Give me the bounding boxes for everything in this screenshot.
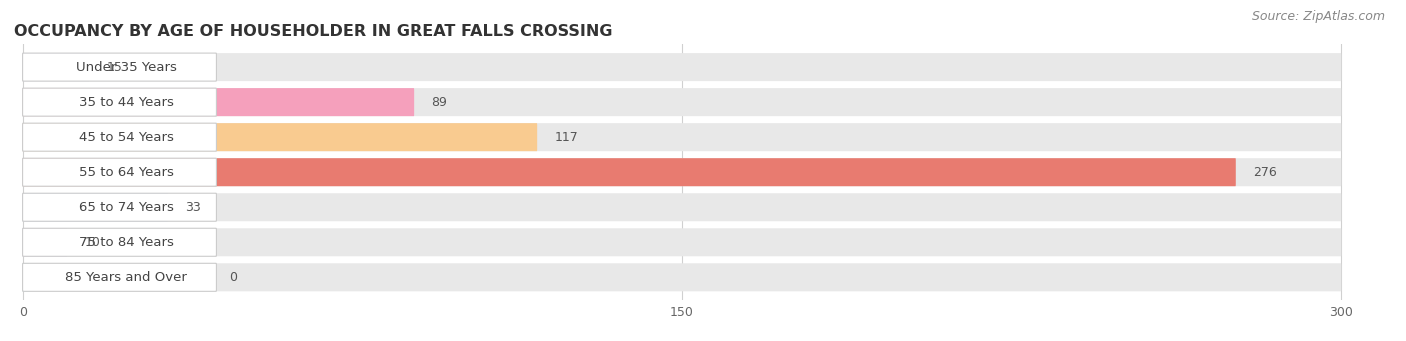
Text: Source: ZipAtlas.com: Source: ZipAtlas.com — [1251, 10, 1385, 23]
Text: 85 Years and Over: 85 Years and Over — [65, 271, 187, 284]
Text: 0: 0 — [229, 271, 238, 284]
Text: 65 to 74 Years: 65 to 74 Years — [79, 201, 173, 214]
FancyBboxPatch shape — [22, 158, 1236, 186]
Text: 33: 33 — [186, 201, 201, 214]
FancyBboxPatch shape — [22, 88, 217, 116]
Text: 276: 276 — [1253, 166, 1277, 179]
Text: 45 to 54 Years: 45 to 54 Years — [79, 131, 173, 144]
FancyBboxPatch shape — [22, 88, 1341, 116]
FancyBboxPatch shape — [22, 263, 1341, 291]
FancyBboxPatch shape — [22, 123, 1341, 151]
FancyBboxPatch shape — [22, 123, 537, 151]
Text: OCCUPANCY BY AGE OF HOUSEHOLDER IN GREAT FALLS CROSSING: OCCUPANCY BY AGE OF HOUSEHOLDER IN GREAT… — [14, 24, 613, 39]
Text: 55 to 64 Years: 55 to 64 Years — [79, 166, 173, 179]
FancyBboxPatch shape — [22, 53, 217, 81]
FancyBboxPatch shape — [22, 228, 217, 256]
FancyBboxPatch shape — [22, 53, 1341, 81]
Text: 75 to 84 Years: 75 to 84 Years — [79, 236, 173, 249]
Text: 10: 10 — [84, 236, 100, 249]
Text: 35 to 44 Years: 35 to 44 Years — [79, 95, 173, 109]
Text: 117: 117 — [554, 131, 578, 144]
FancyBboxPatch shape — [22, 263, 217, 291]
Text: Under 35 Years: Under 35 Years — [76, 61, 177, 74]
FancyBboxPatch shape — [22, 193, 217, 221]
FancyBboxPatch shape — [22, 158, 217, 186]
FancyBboxPatch shape — [22, 193, 169, 221]
FancyBboxPatch shape — [22, 228, 1341, 256]
FancyBboxPatch shape — [22, 158, 1341, 186]
FancyBboxPatch shape — [22, 193, 1341, 221]
FancyBboxPatch shape — [22, 228, 67, 256]
FancyBboxPatch shape — [22, 123, 217, 151]
FancyBboxPatch shape — [22, 53, 89, 81]
Text: 89: 89 — [432, 95, 447, 109]
Text: 15: 15 — [107, 61, 122, 74]
FancyBboxPatch shape — [22, 263, 30, 291]
FancyBboxPatch shape — [22, 88, 415, 116]
